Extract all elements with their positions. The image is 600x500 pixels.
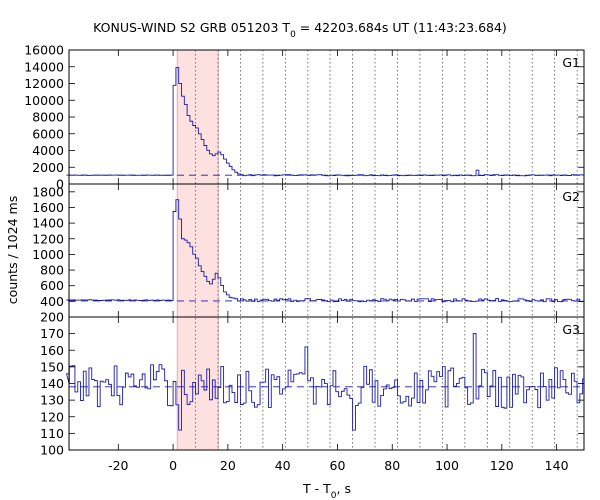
- y-axis-label: counts / 1024 ms: [5, 196, 20, 304]
- g2-y-tick-label: 800: [40, 263, 64, 278]
- x-tick-label: -20: [108, 458, 128, 473]
- x-tick-label: 140: [545, 458, 569, 473]
- g1-y-tick-label: 4000: [32, 143, 64, 158]
- g1-y-tick-label: 6000: [32, 126, 64, 141]
- g1-light-curve: [66, 67, 584, 177]
- x-tick-label: 100: [435, 458, 459, 473]
- g3-panel-label: G3: [562, 322, 580, 337]
- g2-y-tick-label: 200: [40, 310, 64, 325]
- g1-y-tick-label: 0: [56, 177, 64, 192]
- g2-y-tick-label: 1400: [32, 216, 64, 231]
- g2-panel-label: G2: [562, 189, 580, 204]
- g1-y-tick-label: 8000: [32, 110, 64, 125]
- g3-y-tick-label: 130: [40, 393, 64, 408]
- g2-y-tick-label: 1000: [32, 247, 64, 262]
- x-tick-label: 40: [275, 458, 291, 473]
- g1-y-tick-label: 14000: [24, 59, 64, 74]
- g3-y-tick-label: 100: [40, 443, 64, 458]
- chart-title: KONUS-WIND S2 GRB 051203 T0 = 42203.684s…: [93, 20, 507, 40]
- g1-y-tick-label: 12000: [24, 76, 64, 91]
- g3-y-tick-label: 170: [40, 326, 64, 341]
- g1-y-tick-label: 16000: [24, 43, 64, 58]
- g2-y-tick-label: 1200: [32, 231, 64, 246]
- g2-y-tick-label: 1600: [32, 200, 64, 215]
- x-tick-label: 0: [169, 458, 177, 473]
- x-tick-label: 20: [220, 458, 236, 473]
- x-tick-label: 80: [384, 458, 400, 473]
- g3-light-curve: [65, 333, 584, 431]
- g2-y-tick-label: 400: [40, 294, 64, 309]
- g3-y-tick-label: 140: [40, 376, 64, 391]
- g2-light-curve: [66, 199, 584, 303]
- g1-y-tick-label: 2000: [32, 160, 64, 175]
- text-layer: KONUS-WIND S2 GRB 051203 T0 = 42203.684s…: [5, 20, 580, 500]
- g3-y-tick-label: 120: [40, 409, 64, 424]
- g1-panel-label: G1: [562, 55, 580, 70]
- axes-layer: [68, 49, 585, 451]
- g1-y-tick-label: 10000: [24, 93, 64, 108]
- x-tick-label: 60: [330, 458, 346, 473]
- g3-y-tick-label: 160: [40, 343, 64, 358]
- g2-y-tick-label: 1800: [32, 184, 64, 199]
- x-axis-label: T - T0, s: [302, 481, 351, 500]
- series-layer: [65, 67, 584, 431]
- g3-y-tick-label: 150: [40, 359, 64, 374]
- x-tick-label: 120: [490, 458, 514, 473]
- g2-y-tick-label: 600: [40, 278, 64, 293]
- g3-y-tick-label: 110: [40, 426, 64, 441]
